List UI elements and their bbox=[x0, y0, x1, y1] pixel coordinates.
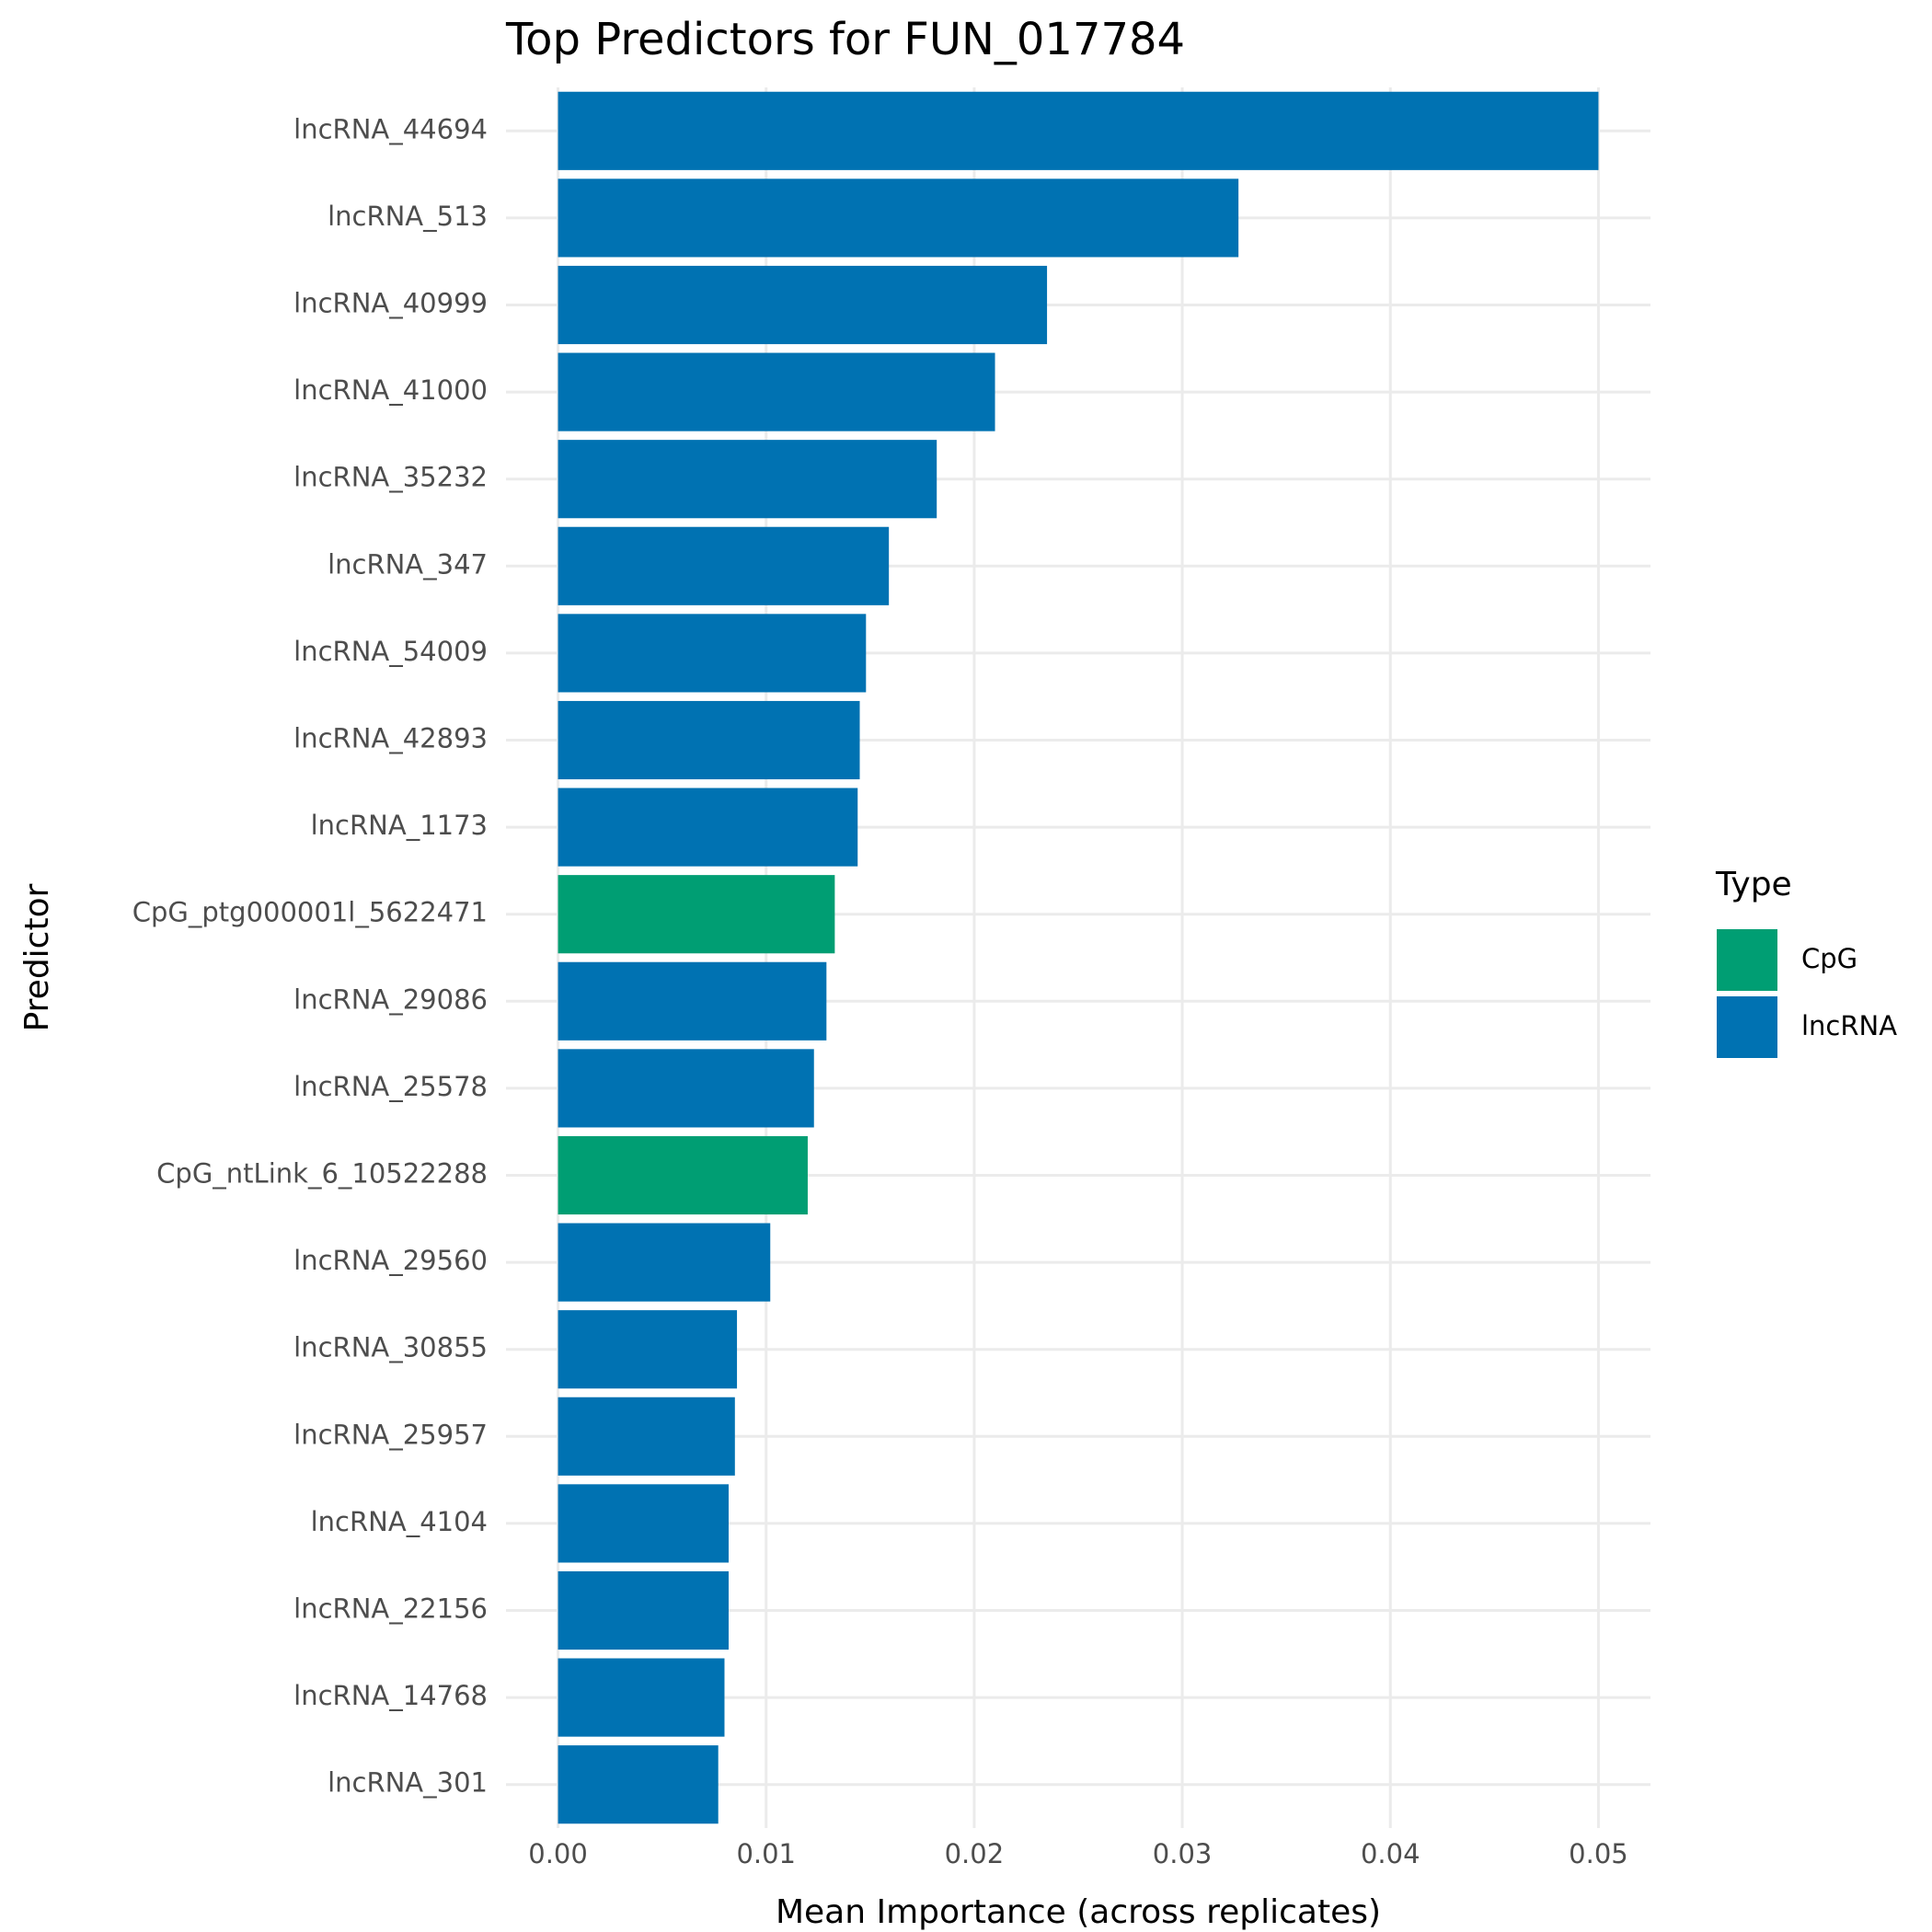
bar bbox=[558, 1658, 725, 1737]
y-tick-label: lncRNA_41000 bbox=[293, 374, 488, 406]
y-tick-label: lncRNA_42893 bbox=[293, 723, 488, 754]
y-tick-label: lncRNA_301 bbox=[328, 1767, 488, 1799]
y-tick-label: lncRNA_25578 bbox=[293, 1071, 488, 1102]
bar bbox=[558, 1484, 730, 1563]
y-tick-label: lncRNA_54009 bbox=[293, 636, 488, 667]
legend-label: CpG bbox=[1801, 943, 1857, 974]
x-tick-label: 0.04 bbox=[1361, 1838, 1420, 1869]
bar bbox=[558, 178, 1239, 258]
bar bbox=[558, 91, 1599, 170]
y-tick-label: lncRNA_14768 bbox=[293, 1680, 488, 1711]
y-tick-label: lncRNA_44694 bbox=[293, 113, 488, 144]
x-tick-label: 0.01 bbox=[736, 1838, 796, 1869]
x-tick-label: 0.03 bbox=[1153, 1838, 1213, 1869]
legend-key bbox=[1717, 929, 1777, 991]
x-axis-title: Mean Importance (across replicates) bbox=[776, 1893, 1381, 1931]
x-tick-label: 0.02 bbox=[945, 1838, 1005, 1869]
y-tick-label: lncRNA_1173 bbox=[311, 810, 488, 841]
bar bbox=[558, 352, 995, 431]
x-tick-label: 0.00 bbox=[528, 1838, 588, 1869]
y-tick-label: lncRNA_347 bbox=[328, 548, 488, 580]
bar bbox=[558, 1223, 771, 1302]
bar bbox=[558, 265, 1048, 345]
bar bbox=[558, 1745, 719, 1824]
bar bbox=[558, 1570, 730, 1650]
bar bbox=[558, 700, 860, 780]
bar bbox=[558, 614, 867, 693]
y-tick-label: lncRNA_29086 bbox=[293, 983, 488, 1015]
y-tick-label: lncRNA_40999 bbox=[293, 288, 488, 319]
legend-title: Type bbox=[1715, 866, 1792, 903]
bar bbox=[558, 875, 835, 954]
legend-label: lncRNA bbox=[1801, 1010, 1897, 1041]
bar bbox=[558, 788, 858, 867]
y-tick-label: lncRNA_35232 bbox=[293, 462, 488, 493]
y-tick-label: CpG_ntLink_6_10522288 bbox=[156, 1158, 488, 1190]
legend-key bbox=[1717, 996, 1777, 1058]
y-tick-label: lncRNA_513 bbox=[328, 201, 488, 232]
y-tick-label: CpG_ptg000001l_5622471 bbox=[132, 897, 488, 928]
y-tick-label: lncRNA_4104 bbox=[311, 1506, 488, 1537]
y-tick-label: lncRNA_29560 bbox=[293, 1245, 488, 1276]
bar bbox=[558, 1397, 735, 1476]
bar bbox=[558, 526, 890, 605]
bar bbox=[558, 961, 827, 1041]
y-tick-label: lncRNA_22156 bbox=[293, 1593, 488, 1625]
x-tick-label: 0.05 bbox=[1569, 1838, 1628, 1869]
y-tick-label: lncRNA_30855 bbox=[293, 1332, 488, 1363]
y-axis-title: Predictor bbox=[18, 883, 56, 1031]
chart-title: Top Predictors for FUN_017784 bbox=[505, 14, 1185, 65]
bar bbox=[558, 440, 937, 519]
bar bbox=[558, 1310, 738, 1389]
y-tick-label: lncRNA_25957 bbox=[293, 1419, 488, 1450]
bar bbox=[558, 1135, 808, 1215]
bar bbox=[558, 1049, 814, 1128]
